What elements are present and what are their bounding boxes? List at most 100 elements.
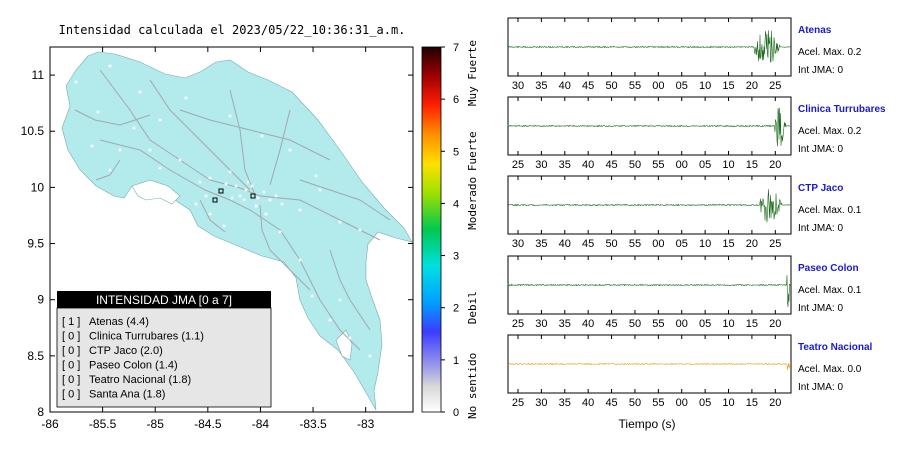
town-dot	[224, 182, 228, 186]
waveform-panel: 25 30 35 40 45 50 55 00 05 10 15 20 Clinica Turrubar…	[507, 96, 886, 171]
waveform-tick-label: 40	[559, 80, 571, 92]
colorbar-class-label: No sentido	[466, 353, 479, 419]
map-x-tick-label: -84.5	[194, 417, 222, 431]
waveform-tick-label: 00	[652, 80, 664, 92]
town-dot	[358, 228, 362, 232]
waveform-tick-label: 30	[512, 238, 524, 250]
legend-code: [ 0 ]	[62, 374, 80, 386]
waveform-tick-label: 55	[652, 318, 664, 330]
colorbar	[421, 46, 442, 413]
waveform-panel: 30 35 40 45 50 55 00 05 10 15 20 25 CTP Jaco Acel. Ma…	[507, 175, 862, 250]
station-jma: Int JMA: 0	[798, 144, 843, 155]
waveform-trace	[507, 30, 792, 63]
waveform-tick-label: 25	[769, 80, 781, 92]
waveform-tick-label: 15	[746, 397, 758, 409]
legend-item-label: Teatro Nacional (1.8)	[89, 374, 191, 386]
map-x-tick-label: -83.5	[299, 417, 327, 431]
waveform-tick-label: 55	[629, 238, 641, 250]
waveform-tick-label: 10	[699, 238, 711, 250]
town-dot	[208, 176, 212, 180]
waveform-tick-label: 45	[582, 80, 594, 92]
town-dot	[230, 196, 234, 200]
waveform-trace	[507, 275, 792, 308]
map-x-tick-label: -83	[357, 417, 375, 431]
town-dot	[288, 148, 292, 152]
legend-body	[56, 307, 272, 408]
town-dot	[264, 212, 268, 216]
colorbar-axis: 0 1 2 3 4 5 6 7 No sentido Debil Moderado Fuerte Muy…	[441, 40, 479, 419]
waveform-panel: 30 35 40 45 50 55 00 05 10 15 20 25 Atenas Acel. Max.…	[507, 17, 862, 92]
town-dot	[118, 148, 122, 152]
waveform-tick-label: 55	[652, 159, 664, 171]
legend-header	[57, 291, 271, 308]
waveform-tick-label: 10	[722, 397, 734, 409]
station-accel: Acel. Max. 0.1	[798, 285, 862, 296]
town-dot	[328, 318, 332, 322]
town-dot	[178, 158, 182, 162]
town-dot	[280, 202, 284, 206]
waveform-tick-label: 05	[676, 80, 688, 92]
waveform-tick-label: 30	[535, 159, 547, 171]
colorbar-class-label: Muy Fuerte	[466, 40, 479, 106]
waveform-tick-label: 50	[629, 159, 641, 171]
town-dot	[74, 80, 78, 84]
station-accel: Acel. Max. 0.1	[798, 205, 862, 216]
legend-item-label: CTP Jaco (2.0)	[89, 345, 163, 357]
legend-item-label: Clinica Turrubares (1.1)	[89, 331, 204, 343]
waveform-tick-label: 30	[535, 397, 547, 409]
colorbar-tick-label: 2	[453, 303, 459, 315]
waveform-tick-label: 05	[699, 397, 711, 409]
colorbar-class-label: Fuerte	[466, 131, 479, 171]
town-dot	[222, 224, 226, 228]
town-dot	[256, 196, 260, 200]
legend-item-label: Atenas (4.4)	[89, 316, 149, 328]
waveform-tick-label: 35	[535, 80, 547, 92]
legend-title: INTENSIDAD JMA [0 a 7]	[96, 293, 232, 307]
station-accel: Acel. Max. 0.2	[798, 126, 862, 137]
waveform-tick-label: 55	[629, 80, 641, 92]
waveform-tick-label: 55	[652, 397, 664, 409]
waveform-tick-label: 45	[605, 318, 617, 330]
town-dot	[138, 90, 142, 94]
station-name: Atenas	[798, 25, 832, 36]
map-title: Intensidad calculada el 2023/05/22_10:36…	[59, 23, 406, 37]
waveform-tick-label: 25	[512, 318, 524, 330]
waveform-xlabel: Tiempo (s)	[619, 417, 676, 431]
waveform-tick-label: 35	[559, 397, 571, 409]
waveform-tick-label: 00	[676, 318, 688, 330]
town-dot	[228, 170, 232, 174]
town-dot	[298, 258, 302, 262]
town-dot	[184, 96, 188, 100]
map-legend: INTENSIDAD JMA [0 a 7] [ 1 ] Atenas (4.4)…	[56, 291, 272, 408]
station-marker	[218, 188, 224, 194]
town-dot	[90, 144, 94, 148]
waveform-tick-label: 35	[559, 318, 571, 330]
map-y-tick-label: 8	[37, 405, 44, 419]
town-dot	[338, 298, 342, 302]
town-dot	[254, 204, 258, 208]
waveform-trace	[507, 362, 792, 371]
waveform-tick-label: 05	[676, 238, 688, 250]
waveform-tick-label: 35	[559, 159, 571, 171]
costa-rica-land	[61, 51, 413, 411]
waveform-tick-label: 20	[769, 397, 781, 409]
waveform-tick-label: 20	[746, 80, 758, 92]
town-dot	[108, 168, 112, 172]
waveform-tick-label: 50	[629, 397, 641, 409]
waveform-tick-label: 10	[699, 80, 711, 92]
station-marker	[250, 193, 256, 199]
town-dot	[250, 184, 254, 188]
colorbar-tick-label: 6	[453, 94, 459, 106]
town-dot	[310, 294, 314, 298]
waveform-tick-label: 40	[582, 318, 594, 330]
town-dot	[348, 336, 352, 340]
town-dot	[314, 174, 318, 178]
town-dot	[198, 180, 202, 184]
waveform-panels: 30 35 40 45 50 55 00 05 10 15 20 25 Atenas Acel. Max.…	[507, 17, 886, 409]
legend-item-label: Paseo Colon (1.4)	[89, 360, 178, 372]
station-name: Clinica Turrubares	[798, 104, 886, 115]
station-name: Paseo Colon	[798, 263, 859, 274]
town-dot	[260, 134, 264, 138]
waveform-tick-label: 00	[676, 397, 688, 409]
